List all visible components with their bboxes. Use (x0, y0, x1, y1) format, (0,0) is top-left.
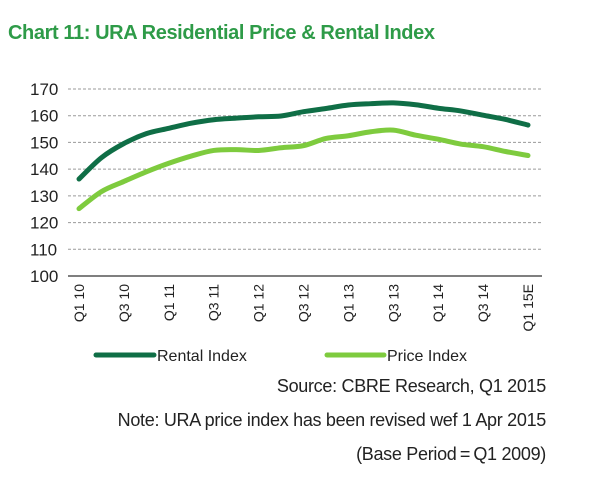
source-note: Source: CBRE Research, Q1 2015 (276, 376, 546, 396)
gridlines (68, 88, 542, 250)
y-tick-label: 110 (30, 240, 57, 259)
x-tick-label: Q1 11 (161, 284, 177, 321)
legend: Rental Index Price Index (93, 348, 467, 365)
series-line-price-index (76, 127, 531, 212)
y-tick-label: 130 (30, 187, 58, 206)
x-tick-label: Q3 12 (296, 284, 312, 322)
x-tick-label: Q1 13 (340, 284, 356, 322)
line-chart: 100 110 120 130 140 150 160 170 Q1 10 Q3 10 Q1 11… (30, 80, 542, 365)
base-period-note: (Base Period = Q1 2009) (356, 444, 546, 464)
legend-label: Rental Index (157, 348, 247, 365)
x-tick-label: Q1 14 (430, 284, 446, 322)
series-lines (76, 100, 531, 212)
y-tick-label: 160 (30, 107, 58, 126)
x-tick-label: Q1 15E (520, 284, 536, 331)
y-tick-label: 140 (30, 160, 58, 179)
chart-title: Chart 11: URA Residential Price & Rental… (8, 22, 435, 44)
x-tick-label: Q1 12 (251, 284, 267, 322)
y-tick-labels: 100 110 120 130 140 150 160 170 (30, 80, 58, 286)
x-tick-label: Q1 10 (71, 284, 87, 322)
y-tick-label: 100 (30, 267, 58, 286)
y-tick-label: 170 (30, 80, 58, 99)
x-tick-label: Q3 13 (385, 284, 401, 322)
legend-label: Price Index (387, 348, 467, 365)
revision-note: Note: URA price index has been revised w… (117, 410, 547, 430)
y-tick-label: 120 (30, 214, 58, 233)
x-tick-label: Q3 11 (206, 284, 222, 321)
x-tick-label: Q3 10 (116, 284, 132, 322)
x-tick-label: Q3 14 (475, 284, 491, 322)
y-tick-label: 150 (30, 133, 58, 152)
series-line-rental-index (76, 100, 531, 182)
x-tick-labels: Q1 10 Q3 10 Q1 11 Q3 11 Q1 12 Q3 12 Q1 13 Q3 13… (71, 284, 536, 332)
